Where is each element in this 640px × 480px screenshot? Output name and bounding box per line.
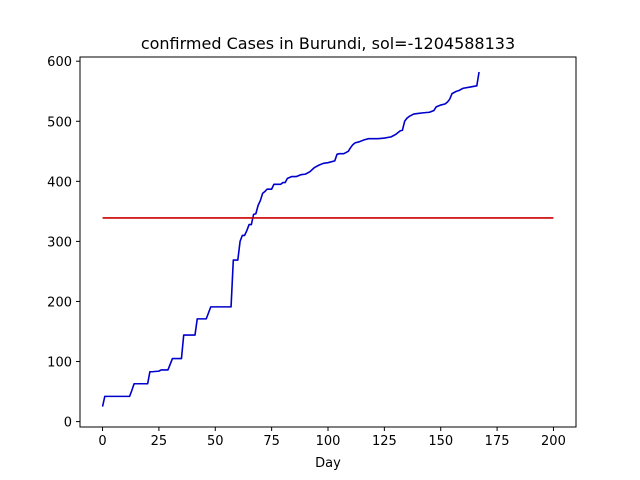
y-tick-label: 500 <box>47 115 72 130</box>
y-tick-label: 100 <box>47 356 72 371</box>
series-line-0 <box>101 71 480 407</box>
x-tick-label: 100 <box>316 434 341 449</box>
y-tick-label: 200 <box>47 295 72 310</box>
y-tick-label: 300 <box>47 235 72 250</box>
x-tick-label: 0 <box>98 434 106 449</box>
x-tick-label: 25 <box>151 434 168 449</box>
x-tick-label: 200 <box>541 434 566 449</box>
x-axis: 0 25 50 75 100 125 150 175 200 <box>98 427 566 449</box>
x-tick-label: 125 <box>372 434 397 449</box>
x-tick-label: 75 <box>263 434 280 449</box>
y-tick-label: 600 <box>47 55 72 70</box>
y-axis: 0 100 200 300 400 500 600 <box>47 55 80 431</box>
plot-area <box>101 71 554 407</box>
x-tick-label: 150 <box>428 434 453 449</box>
y-tick-label: 400 <box>47 175 72 190</box>
chart-title: confirmed Cases in Burundi, sol=-1204588… <box>141 34 515 53</box>
y-tick-label: 0 <box>64 416 72 431</box>
x-axis-label: Day <box>315 456 341 471</box>
x-tick-label: 50 <box>207 434 224 449</box>
x-tick-label: 175 <box>485 434 510 449</box>
